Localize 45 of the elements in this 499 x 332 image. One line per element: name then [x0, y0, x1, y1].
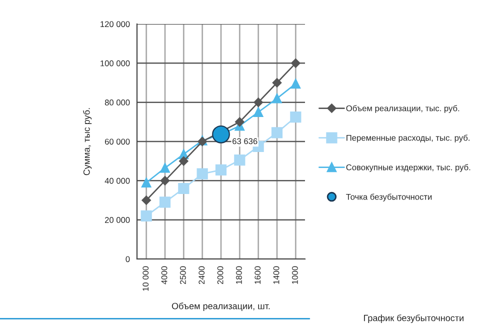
- y-tick-label: 120 000: [100, 21, 130, 28]
- text: График безубыточности: [364, 314, 464, 323]
- point: [140, 210, 152, 222]
- x-tick-label: 1800: [236, 266, 242, 284]
- point: [212, 125, 230, 144]
- y-tick-label: 60 000: [104, 138, 130, 145]
- x-axis-title: Объем реализации, шт.: [172, 302, 270, 312]
- x-tick-label: 1600: [254, 266, 261, 284]
- y-tick-label: 40 000: [104, 178, 130, 184]
- legend-label: Объем реализации, тыс. руб.: [346, 105, 460, 113]
- y-tick-label: 20 000: [104, 217, 130, 223]
- point: [290, 111, 302, 123]
- legend-label: Переменные расходы, тыс. руб.: [346, 134, 470, 142]
- point: [253, 107, 264, 117]
- x-tick-label: 10 000: [142, 266, 149, 291]
- point: [179, 156, 188, 166]
- point: [160, 176, 170, 186]
- point: [196, 168, 208, 180]
- x-tick-label: 2500: [180, 266, 186, 284]
- point: [159, 196, 171, 208]
- x-tick-label: 4000: [161, 266, 168, 284]
- point: [215, 164, 227, 176]
- point: [235, 117, 244, 127]
- data-label: 63 636: [232, 138, 258, 144]
- y-axis-title: Сумма, тыс руб.: [83, 108, 92, 176]
- point: [234, 154, 246, 166]
- y-tick-label: 0: [126, 256, 130, 262]
- point: [141, 178, 152, 188]
- x-tick-label: 1400: [273, 266, 280, 284]
- point: [142, 196, 151, 205]
- point: [271, 127, 283, 138]
- point: [254, 98, 263, 107]
- y-tick-label: 100 000: [100, 60, 130, 66]
- y-tick-label: 80 000: [104, 100, 130, 106]
- point: [160, 163, 170, 173]
- point: [290, 78, 301, 89]
- point: [291, 58, 300, 68]
- x-tick-label: 1000: [292, 266, 298, 284]
- point: [178, 182, 190, 194]
- legend-label: Точка безубыточности: [346, 194, 432, 202]
- point: [272, 78, 282, 88]
- x-tick-label: 2400: [198, 266, 205, 284]
- x-tick-label: 2000: [217, 266, 224, 284]
- legend-label: Совокупные издержки, тыс. руб.: [346, 164, 470, 172]
- point: [272, 94, 282, 104]
